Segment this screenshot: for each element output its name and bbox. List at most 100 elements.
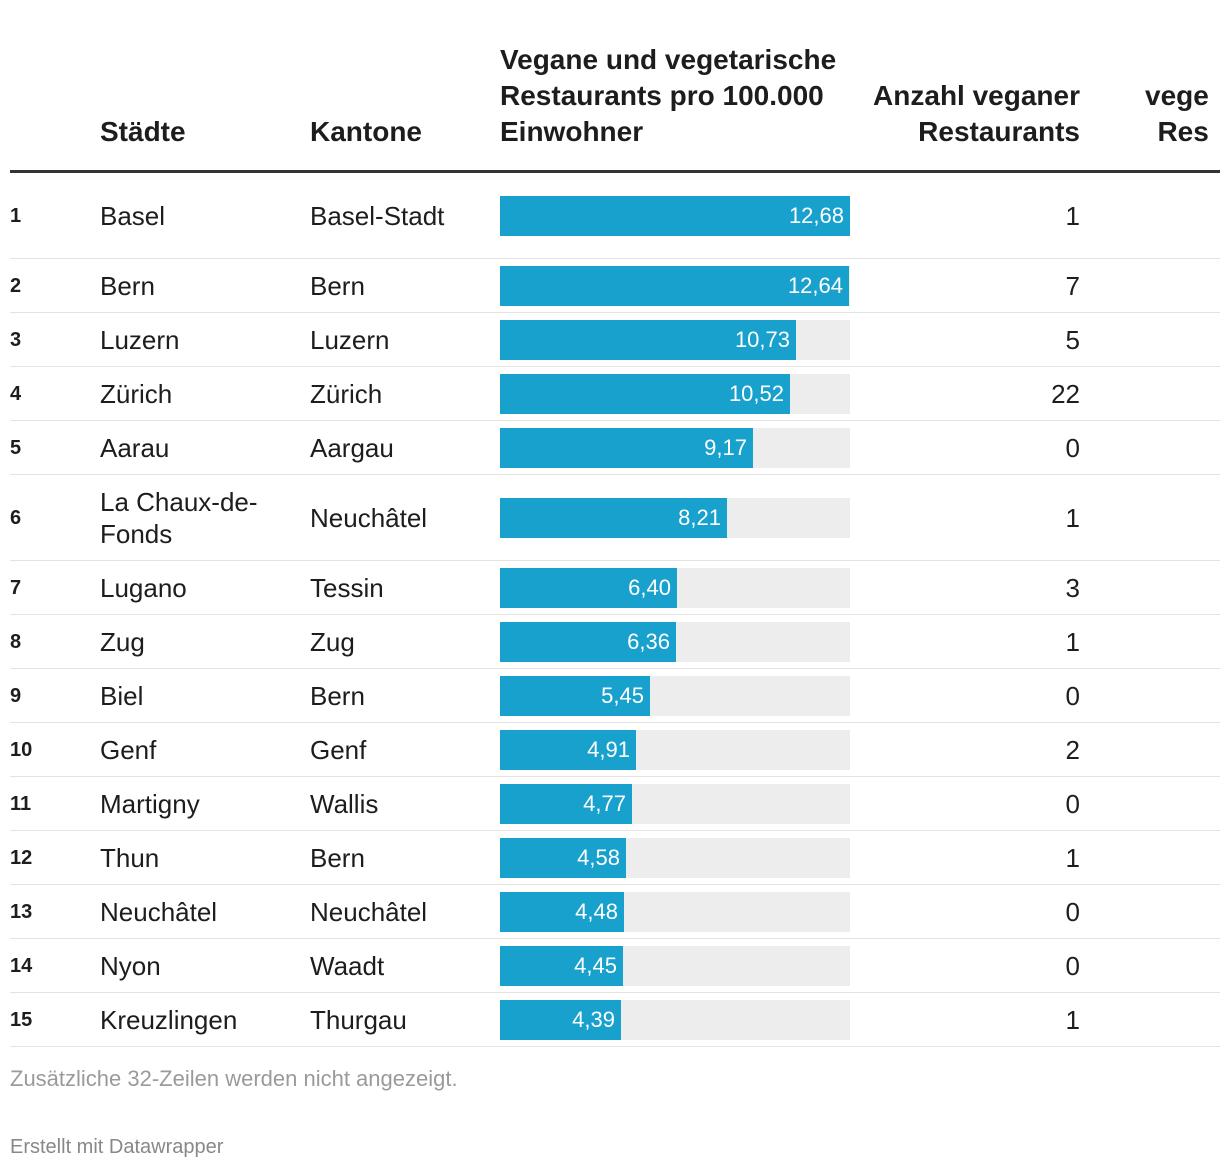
vegan-count: 0 xyxy=(1065,680,1080,711)
bar-track: 6,40 xyxy=(500,567,850,608)
column-header-city[interactable]: Städte xyxy=(100,116,186,147)
city-name: Genf xyxy=(100,734,157,765)
rank-value: 10 xyxy=(10,738,33,761)
canton-name: Bern xyxy=(310,270,365,301)
canton-name: Tessin xyxy=(310,572,384,603)
bar-value-label: 6,36 xyxy=(627,628,670,654)
hidden-rows-note: Zusätzliche 32-Zeilen werden nicht angez… xyxy=(10,1066,458,1091)
bar-cell: 6,36 xyxy=(500,615,850,668)
city-name: Basel xyxy=(100,200,166,231)
bar-track: 6,36 xyxy=(500,621,850,662)
bar-track: 4,39 xyxy=(500,999,850,1040)
vegan-count: 2 xyxy=(1065,734,1080,765)
vegan-count: 1 xyxy=(1065,1004,1080,1035)
table-row: 13 Neuchâtel Neuchâtel 4,48 0 xyxy=(10,885,1220,939)
bar: 12,68 xyxy=(500,195,850,236)
canton-name: Neuchâtel xyxy=(310,896,428,927)
city-name: Zug xyxy=(100,626,145,657)
rank-value: 7 xyxy=(10,576,22,599)
table-header: Städte Kantone Vegane und vegetarische R… xyxy=(0,0,1220,170)
bar-value-label: 12,64 xyxy=(787,272,843,298)
canton-name: Wallis xyxy=(310,788,379,819)
bar: 10,73 xyxy=(500,319,796,360)
bar: 4,77 xyxy=(500,783,632,824)
table-row: 5 Aarau Aargau 9,17 0 xyxy=(10,421,1220,475)
bar-track: 4,48 xyxy=(500,891,850,932)
city-name: Lugano xyxy=(100,572,187,603)
bar-value-label: 4,58 xyxy=(577,844,620,870)
city-name: Biel xyxy=(100,680,144,711)
bar-track: 10,52 xyxy=(500,373,850,414)
vegan-count: 0 xyxy=(1065,788,1080,819)
canton-name: Zürich xyxy=(310,378,383,409)
rank-value: 14 xyxy=(10,954,33,977)
table-row: 15 Kreuzlingen Thurgau 4,39 1 xyxy=(10,993,1220,1047)
bar-value-label: 4,91 xyxy=(587,736,630,762)
bar-track: 5,45 xyxy=(500,675,850,716)
bar: 4,45 xyxy=(500,945,623,986)
header-rule xyxy=(10,170,1220,173)
vegan-count: 3 xyxy=(1065,572,1080,603)
bar-track: 4,45 xyxy=(500,945,850,986)
canton-name: Luzern xyxy=(310,324,390,355)
bar: 9,17 xyxy=(500,427,753,468)
bar-track: 12,64 xyxy=(500,265,850,306)
table-row: 3 Luzern Luzern 10,73 5 xyxy=(10,313,1220,367)
bar-cell: 4,39 xyxy=(500,993,850,1046)
bar-track: 9,17 xyxy=(500,427,850,468)
bar-cell: 12,68 xyxy=(500,173,850,258)
bar-value-label: 4,39 xyxy=(572,1006,615,1032)
city-name: Bern xyxy=(100,270,155,301)
bar-value-label: 10,73 xyxy=(734,326,790,352)
vegan-count: 0 xyxy=(1065,950,1080,981)
bar-track: 4,58 xyxy=(500,837,850,878)
bar-cell: 4,77 xyxy=(500,777,850,830)
city-name: Kreuzlingen xyxy=(100,1004,238,1035)
column-header-rate[interactable]: Vegane und vegetarische Restaurants pro … xyxy=(500,44,837,147)
bar-cell: 12,64 xyxy=(500,259,850,312)
city-name: Luzern xyxy=(100,324,180,355)
bar-cell: 8,21 xyxy=(500,475,850,560)
vegan-count: 1 xyxy=(1065,626,1080,657)
bar: 10,52 xyxy=(500,373,790,414)
table-row: 11 Martigny Wallis 4,77 0 xyxy=(10,777,1220,831)
rank-value: 2 xyxy=(10,274,22,297)
vegan-count: 0 xyxy=(1065,432,1080,463)
bar-cell: 10,52 xyxy=(500,367,850,420)
canton-name: Neuchâtel xyxy=(310,502,428,533)
table-row: 2 Bern Bern 12,64 7 xyxy=(10,259,1220,313)
bar-value-label: 6,40 xyxy=(628,574,671,600)
table-row: 10 Genf Genf 4,91 2 xyxy=(10,723,1220,777)
bar-cell: 4,48 xyxy=(500,885,850,938)
canton-name: Aargau xyxy=(310,432,394,463)
vegan-count: 7 xyxy=(1065,270,1080,301)
rank-value: 8 xyxy=(10,630,22,653)
bar-cell: 10,73 xyxy=(500,313,850,366)
rank-value: 15 xyxy=(10,1008,33,1031)
rank-value: 1 xyxy=(10,204,22,227)
canton-name: Bern xyxy=(310,842,365,873)
bar-cell: 9,17 xyxy=(500,421,850,474)
table-row: 12 Thun Bern 4,58 1 xyxy=(10,831,1220,885)
bar-track: 8,21 xyxy=(500,497,850,538)
column-header-vegetarian-count-clipped[interactable]: vege Res xyxy=(1145,80,1209,147)
canton-name: Zug xyxy=(310,626,355,657)
bar-value-label: 10,52 xyxy=(728,380,784,406)
table-row: 9 Biel Bern 5,45 0 xyxy=(10,669,1220,723)
bar: 6,36 xyxy=(500,621,676,662)
canton-name: Waadt xyxy=(310,950,385,981)
canton-name: Bern xyxy=(310,680,365,711)
bar-value-label: 8,21 xyxy=(678,504,721,530)
bar-cell: 5,45 xyxy=(500,669,850,722)
bar: 4,39 xyxy=(500,999,621,1040)
rank-value: 6 xyxy=(10,506,22,529)
credit-line: Erstellt mit Datawrapper xyxy=(10,1136,224,1158)
city-name: Thun xyxy=(100,842,160,873)
column-header-canton[interactable]: Kantone xyxy=(310,116,422,147)
city-name: Nyon xyxy=(100,950,161,981)
bar-cell: 4,91 xyxy=(500,723,850,776)
vegan-count: 1 xyxy=(1065,502,1080,533)
bar-value-label: 4,45 xyxy=(574,952,617,978)
table-row: 1 Basel Basel-Stadt 12,68 1 xyxy=(10,173,1220,259)
column-header-vegan-count[interactable]: Anzahl veganer Restaurants xyxy=(873,80,1080,147)
